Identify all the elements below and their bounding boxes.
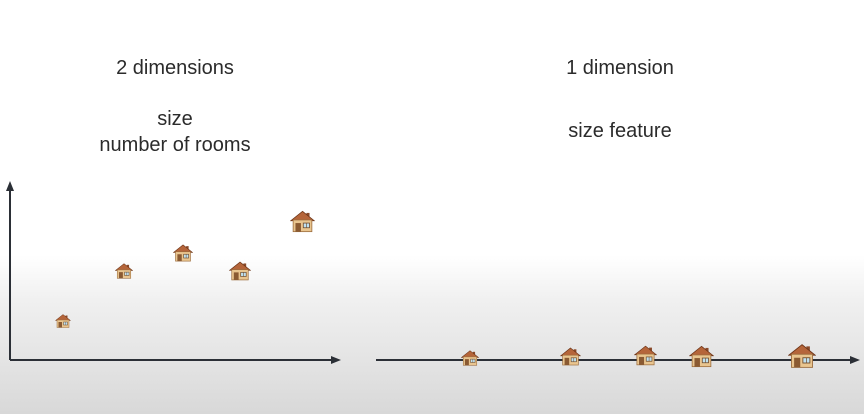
left-feature-size: size <box>157 108 193 130</box>
house-icon <box>689 345 714 368</box>
left-y-axis-arrow <box>6 181 14 191</box>
house-icon <box>461 350 479 366</box>
house-icon <box>634 345 657 366</box>
house-icon <box>788 344 816 368</box>
right-panel-title: 1 dimension <box>566 57 674 79</box>
house-icon <box>55 314 71 328</box>
right-feature-size: size feature <box>568 120 672 142</box>
right-axis-arrow <box>850 356 860 364</box>
house-icon <box>290 210 315 233</box>
house-icon <box>229 261 251 281</box>
house-icon <box>173 244 193 262</box>
left-feature-rooms: number of rooms <box>99 134 251 156</box>
house-icon <box>560 347 581 366</box>
left-x-axis-arrow <box>331 356 341 364</box>
house-icon <box>115 263 133 279</box>
left-panel-title: 2 dimensions <box>116 57 234 79</box>
